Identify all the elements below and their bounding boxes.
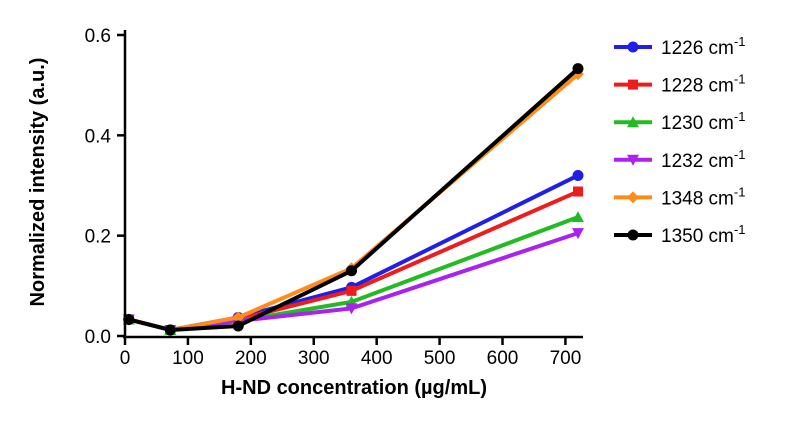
x-axis-ticks: 0 100 200 300 400 500 600 700	[120, 337, 582, 369]
data-point	[164, 324, 176, 336]
x-tick-label: 100	[172, 348, 204, 369]
data-point	[572, 211, 584, 223]
data-point	[572, 63, 584, 75]
data-point	[572, 228, 584, 240]
legend-marker	[627, 41, 639, 53]
series-3	[122, 228, 584, 336]
y-tick-label: 0.6	[85, 26, 111, 47]
x-tick-label: 600	[487, 348, 519, 369]
x-tick-label: 700	[550, 348, 582, 369]
data-point	[232, 320, 244, 332]
data-point	[572, 169, 584, 181]
y-axis-title: Normalized intensity (a.u.)	[27, 58, 49, 307]
x-tick-label: 0	[120, 348, 131, 369]
x-tick-label: 300	[298, 348, 330, 369]
legend-label: 1232 cm-1	[661, 147, 745, 172]
legend-label-text: 1348 cm	[661, 188, 734, 209]
legend-label-exponent: -1	[734, 109, 746, 124]
legend-label: 1226 cm-1	[661, 34, 745, 59]
legend-label-text: 1350 cm	[661, 226, 734, 247]
x-axis-title: H-ND concentration (µg/mL)	[221, 377, 487, 399]
legend-label: 1348 cm-1	[661, 184, 745, 209]
legend-label-exponent: -1	[734, 184, 746, 199]
data-point	[232, 311, 245, 324]
legend-label-exponent: -1	[734, 222, 746, 237]
legend-marker	[627, 154, 639, 166]
legend-label-text: 1226 cm	[661, 38, 734, 59]
legend-label-exponent: -1	[734, 34, 746, 49]
legend-label-exponent: -1	[734, 72, 746, 87]
y-tick-label: 0.0	[85, 327, 111, 348]
legend-label: 1230 cm-1	[661, 109, 745, 134]
series-layer	[122, 63, 584, 336]
data-point	[573, 186, 583, 197]
legend-label: 1228 cm-1	[661, 72, 745, 97]
legend-marker	[627, 116, 639, 128]
legend-item: 1230 cm-1	[614, 109, 745, 134]
y-tick-label: 0.2	[85, 227, 111, 248]
legend-marker	[627, 229, 639, 241]
y-tick-label: 0.4	[85, 126, 112, 147]
legend-item: 1232 cm-1	[614, 147, 745, 172]
legend-marker	[628, 79, 638, 90]
legend-item: 1348 cm-1	[614, 184, 745, 209]
legend-marker	[627, 191, 639, 204]
x-tick-label: 500	[424, 348, 456, 369]
legend-label: 1350 cm-1	[661, 222, 745, 247]
series-line	[126, 231, 580, 332]
series-5	[123, 63, 584, 336]
data-point	[345, 303, 358, 315]
y-axis-ticks: 0.0 0.2 0.4 0.6	[85, 26, 125, 348]
data-point	[346, 285, 357, 296]
legend-label-exponent: -1	[734, 147, 746, 162]
x-tick-label: 200	[235, 348, 267, 369]
legend-item: 1226 cm-1	[614, 34, 745, 59]
data-point	[346, 265, 357, 277]
legend-item: 1350 cm-1	[614, 222, 745, 247]
x-tick-label: 400	[361, 348, 393, 369]
legend-label-text: 1230 cm	[661, 113, 734, 134]
legend-label-text: 1232 cm	[661, 151, 734, 172]
legend-item: 1228 cm-1	[614, 72, 745, 97]
legend-label-text: 1228 cm	[661, 76, 734, 97]
